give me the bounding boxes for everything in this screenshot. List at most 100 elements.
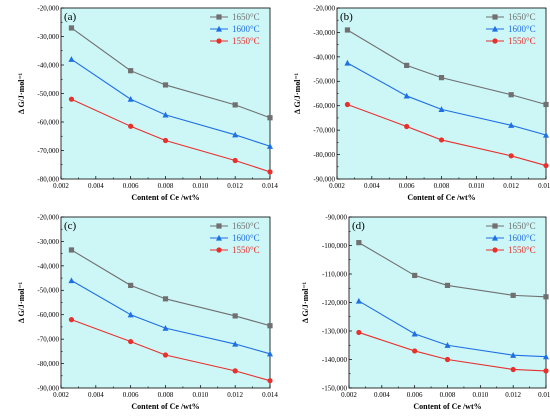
panel-label: (c): [64, 220, 77, 232]
legend-marker: [216, 25, 222, 32]
data-point: [543, 368, 549, 374]
y-tick-label: -60,000: [313, 102, 335, 110]
data-point: [404, 123, 410, 130]
y-tick-label: -60,000: [37, 118, 59, 126]
legend-marker: [216, 223, 222, 229]
x-axis-title: Content of Ce /wt%: [131, 193, 199, 202]
x-tick-label: 0.010: [468, 182, 484, 190]
x-tick-label: 0.004: [88, 391, 104, 399]
x-tick-label: 0.002: [53, 182, 69, 190]
x-tick-label: 0.014: [262, 391, 278, 399]
data-point: [510, 352, 517, 358]
data-point: [355, 297, 362, 304]
x-tick-label: 0.010: [192, 182, 208, 190]
legend-marker: [492, 14, 498, 20]
data-point: [508, 122, 515, 128]
data-point: [543, 294, 549, 300]
data-point: [438, 106, 445, 112]
x-tick-label: 0.008: [158, 182, 174, 190]
data-point: [267, 115, 273, 121]
x-tick-label: 0.006: [123, 182, 139, 190]
y-tick-label: -120,000: [322, 299, 348, 307]
x-tick-label: 0.002: [53, 391, 69, 399]
y-tick-label: -80,000: [37, 175, 59, 183]
data-point: [68, 96, 75, 102]
data-point: [356, 329, 362, 336]
chart-panel-4: -90,000 -100,000 -110,000 -120,000 -130,000 -…: [301, 213, 550, 411]
x-tick-label: 0.012: [505, 391, 521, 399]
x-tick-label: 0.010: [192, 391, 208, 399]
chart-panel-2: -20,000 -30,000 -40,000 -50,000 -60,000 -70,0…: [293, 4, 550, 202]
legend-label: 1550°C: [232, 36, 260, 46]
data-point: [344, 59, 351, 66]
x-tick-label: 0.002: [341, 391, 357, 399]
y-tick-label: -140,000: [322, 356, 348, 364]
data-point: [344, 101, 351, 108]
legend-label: 1600°C: [508, 24, 536, 34]
data-point: [232, 102, 238, 108]
y-tick-label: -70,000: [37, 336, 59, 344]
y-tick-label: -30,000: [313, 29, 335, 37]
data-point: [162, 111, 169, 118]
data-point: [267, 169, 273, 175]
y-tick-label: -40,000: [37, 61, 59, 69]
x-tick-label: 0.006: [407, 391, 423, 399]
x-tick-label: 0.008: [440, 391, 456, 399]
data-point: [508, 153, 514, 159]
data-point: [232, 368, 238, 374]
data-point: [162, 296, 169, 302]
data-point: [356, 240, 362, 246]
y-tick-label: -70,000: [37, 147, 59, 155]
data-point: [543, 353, 549, 360]
legend-marker: [216, 38, 222, 44]
data-point: [128, 68, 134, 74]
legend-label: 1600°C: [508, 233, 536, 243]
data-point: [68, 56, 75, 62]
data-point: [267, 350, 273, 357]
y-tick-label: -110,000: [322, 270, 347, 278]
data-point: [128, 282, 134, 288]
x-tick-label: 0.012: [227, 391, 243, 399]
y-tick-label: -20,000: [37, 213, 59, 221]
legend-label: 1650°C: [232, 12, 260, 22]
data-point: [232, 157, 238, 164]
data-point: [68, 277, 75, 284]
data-point: [411, 330, 418, 337]
data-point: [444, 342, 451, 348]
data-point: [344, 27, 351, 33]
y-axis-title: Δ G/J·mol⁻¹: [17, 281, 26, 323]
y-tick-label: -90,000: [37, 384, 59, 392]
x-tick-label: 0.004: [374, 391, 390, 399]
data-point: [128, 123, 134, 129]
legend-marker: [216, 234, 222, 241]
x-tick-label: 0.014: [538, 182, 550, 190]
data-point: [162, 82, 169, 88]
y-tick-label: -90,000: [313, 175, 335, 183]
y-tick-label: -100,000: [322, 242, 348, 250]
data-point: [404, 62, 410, 69]
plot-area: [60, 7, 271, 180]
data-point: [68, 25, 75, 31]
legend-marker: [492, 25, 498, 32]
legend-marker: [216, 247, 222, 253]
y-tick-label: -50,000: [313, 78, 335, 86]
y-tick-label: -20,000: [37, 4, 59, 12]
y-axis-title: Δ G/J·mol⁻¹: [17, 72, 26, 114]
data-point: [510, 292, 516, 298]
y-tick-label: -80,000: [37, 360, 59, 368]
y-tick-label: -130,000: [322, 327, 348, 335]
data-point: [543, 162, 549, 169]
data-point: [543, 101, 549, 108]
y-tick-label: -40,000: [37, 262, 59, 270]
data-point: [510, 366, 516, 373]
panel-label: (a): [64, 11, 77, 23]
legend-label: 1650°C: [508, 221, 536, 231]
legend-marker: [216, 14, 222, 20]
legend-marker: [492, 247, 498, 253]
y-tick-label: -30,000: [37, 238, 59, 246]
x-tick-label: 0.004: [88, 182, 104, 190]
data-point: [444, 356, 451, 363]
y-tick-label: -70,000: [313, 127, 335, 135]
data-point: [543, 131, 549, 138]
